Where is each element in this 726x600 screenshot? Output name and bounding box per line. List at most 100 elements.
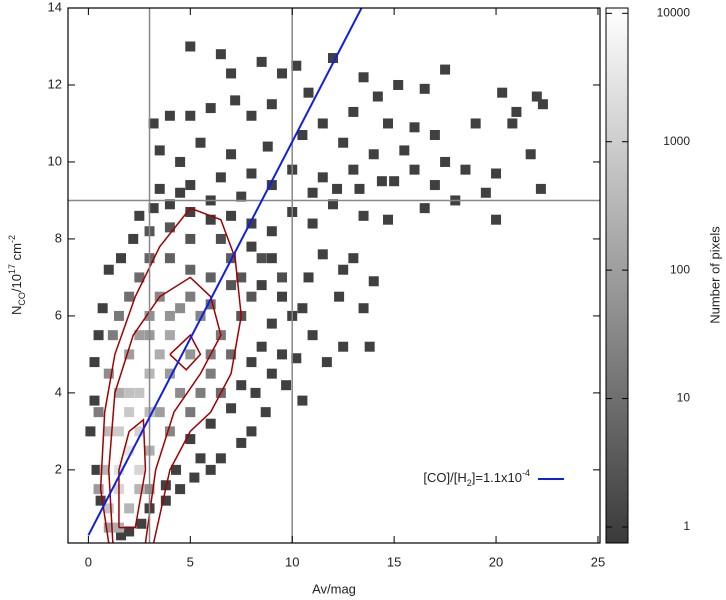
cell <box>246 168 257 179</box>
cell <box>236 380 247 391</box>
label-part: 2 <box>467 478 472 488</box>
y-tick-label: 10 <box>48 153 62 168</box>
cell <box>134 330 145 341</box>
colorbar-tick-label: 10000 <box>657 5 691 19</box>
cell <box>226 68 237 79</box>
cell <box>124 407 135 418</box>
plot-area <box>68 8 600 543</box>
cell <box>148 118 159 129</box>
label-part: [CO]/[H <box>423 470 466 485</box>
cell <box>134 387 145 398</box>
cell <box>134 210 145 221</box>
cell <box>113 387 124 398</box>
cell <box>154 183 165 194</box>
contour <box>108 276 222 543</box>
cell <box>195 310 206 321</box>
cell <box>307 218 318 229</box>
cell <box>160 495 171 506</box>
cell <box>164 199 175 210</box>
cell <box>99 464 110 475</box>
cell <box>256 341 267 352</box>
cell <box>164 310 175 321</box>
cell <box>148 203 159 214</box>
cell <box>250 387 261 398</box>
cell <box>195 387 206 398</box>
cell <box>175 187 186 198</box>
x-tick-label: 10 <box>285 554 299 569</box>
cell <box>419 203 430 214</box>
cell <box>115 530 126 541</box>
x-tick-label: 0 <box>85 554 92 569</box>
cell <box>226 149 237 160</box>
cell <box>164 110 175 121</box>
cell <box>383 118 394 129</box>
cell <box>175 303 186 314</box>
x-tick-label: 20 <box>489 554 503 569</box>
cell <box>185 291 196 302</box>
cell <box>338 137 349 148</box>
cell <box>134 464 145 475</box>
cell <box>246 291 257 302</box>
label-part: N <box>9 306 24 315</box>
cell <box>358 303 369 314</box>
cell <box>154 145 165 156</box>
plot-frame <box>67 7 601 544</box>
colorbar-tick-label: 100 <box>670 262 690 276</box>
cell <box>321 357 332 368</box>
cell <box>134 426 145 437</box>
y-tick-label: 8 <box>55 230 62 245</box>
cell <box>256 280 267 291</box>
y-tick-label: 12 <box>48 76 62 91</box>
cell <box>266 99 277 110</box>
cell <box>354 183 365 194</box>
cell <box>164 222 175 233</box>
cell <box>348 253 359 264</box>
cell <box>226 403 237 414</box>
cell <box>358 210 369 221</box>
cell <box>383 214 394 225</box>
cell <box>470 118 481 129</box>
cell <box>103 503 114 514</box>
cell <box>124 349 135 360</box>
cell <box>205 418 216 429</box>
cell <box>291 60 302 71</box>
contour <box>99 207 243 543</box>
cell <box>134 484 145 495</box>
cell <box>185 434 196 445</box>
colorbar-tick-label: 1000 <box>663 134 690 148</box>
cell <box>297 130 308 141</box>
cell <box>317 172 328 183</box>
cell <box>440 156 451 167</box>
cell <box>215 453 226 464</box>
cell <box>236 437 247 448</box>
cell <box>185 264 196 275</box>
cell <box>460 164 471 175</box>
label-part: -2 <box>7 235 17 243</box>
cell <box>393 79 404 90</box>
cell <box>185 206 196 217</box>
cell <box>185 41 196 52</box>
cell <box>205 299 216 310</box>
cell <box>376 176 387 187</box>
cell <box>215 233 226 244</box>
cell <box>262 141 273 152</box>
legend-label: [CO]/[H2]=1.1x10-4 <box>423 468 530 488</box>
cell <box>281 380 292 391</box>
cell <box>205 368 216 379</box>
cell <box>491 214 502 225</box>
cell <box>89 357 100 368</box>
cell <box>260 407 271 418</box>
cell <box>297 395 308 406</box>
cell <box>368 149 379 160</box>
cell <box>226 349 237 360</box>
cell <box>389 176 400 187</box>
cell <box>338 264 349 275</box>
colorbar-label: Number of pixels <box>707 226 722 324</box>
cell <box>93 407 104 418</box>
cell <box>246 241 257 252</box>
cell <box>266 318 277 329</box>
cell <box>266 226 277 237</box>
cell <box>256 253 267 264</box>
contour <box>169 333 202 371</box>
cell <box>277 272 288 283</box>
